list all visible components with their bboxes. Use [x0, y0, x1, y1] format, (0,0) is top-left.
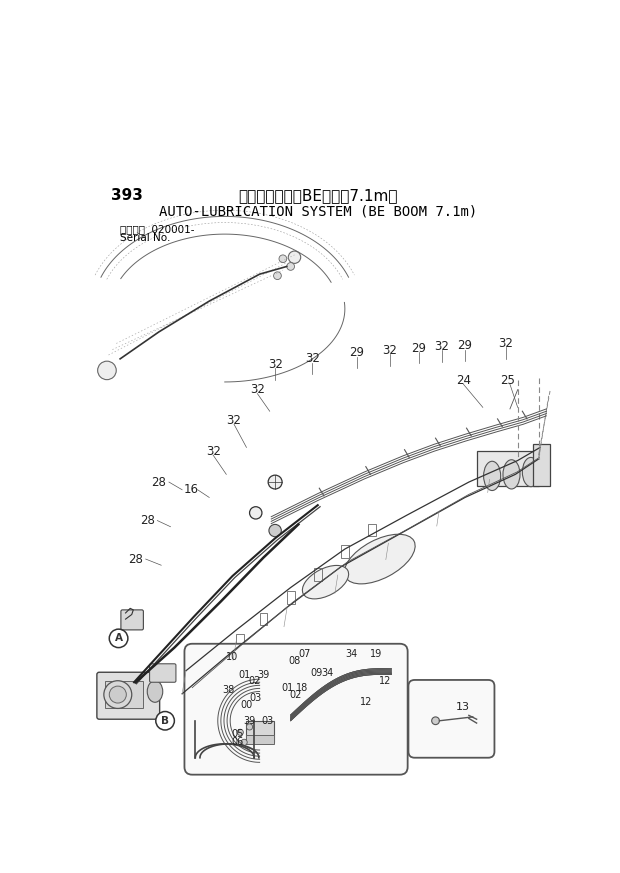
- FancyBboxPatch shape: [121, 610, 143, 630]
- FancyBboxPatch shape: [185, 643, 408, 774]
- Text: 28: 28: [140, 514, 154, 527]
- Bar: [286, 591, 294, 604]
- Text: 39: 39: [244, 716, 255, 725]
- Text: 06: 06: [232, 738, 244, 747]
- Circle shape: [268, 475, 282, 489]
- Circle shape: [279, 255, 286, 263]
- Bar: [247, 734, 273, 744]
- Text: 29: 29: [349, 347, 364, 359]
- Text: 自動給脂装置（BEブーム7.1m）: 自動給脂装置（BEブーム7.1m）: [238, 188, 397, 203]
- Circle shape: [109, 629, 128, 648]
- Text: 29: 29: [458, 340, 472, 353]
- Text: 03: 03: [250, 692, 262, 703]
- Circle shape: [237, 729, 243, 735]
- Circle shape: [249, 506, 262, 519]
- FancyBboxPatch shape: [149, 663, 176, 683]
- Text: 32: 32: [227, 414, 241, 427]
- Text: 01: 01: [281, 683, 294, 692]
- Text: 05: 05: [232, 729, 244, 739]
- Text: 393: 393: [111, 188, 143, 203]
- Text: 12: 12: [379, 676, 391, 685]
- Text: 08: 08: [288, 656, 301, 666]
- Circle shape: [97, 361, 117, 380]
- Bar: [314, 568, 322, 581]
- Ellipse shape: [148, 681, 162, 702]
- Text: 07: 07: [298, 649, 311, 659]
- Text: 34: 34: [345, 649, 357, 659]
- Circle shape: [286, 263, 294, 271]
- Bar: [368, 524, 376, 536]
- Text: 32: 32: [435, 340, 449, 353]
- Text: 32: 32: [383, 344, 397, 357]
- Circle shape: [247, 724, 253, 730]
- Text: 適用号機  020001-: 適用号機 020001-: [120, 224, 195, 234]
- Text: 32: 32: [268, 358, 283, 371]
- Circle shape: [104, 681, 131, 709]
- Ellipse shape: [484, 461, 501, 491]
- Text: 25: 25: [500, 374, 515, 387]
- Text: A: A: [115, 634, 123, 643]
- Text: 12: 12: [360, 697, 373, 706]
- Bar: [260, 613, 267, 625]
- Text: 01: 01: [238, 670, 250, 679]
- Text: 18: 18: [296, 684, 308, 693]
- Text: 02: 02: [248, 676, 260, 685]
- Text: 10: 10: [226, 652, 239, 662]
- Bar: [247, 721, 273, 742]
- Circle shape: [109, 686, 126, 703]
- Circle shape: [273, 272, 281, 279]
- Bar: [341, 546, 348, 558]
- Text: 24: 24: [456, 374, 471, 387]
- Circle shape: [241, 739, 247, 746]
- Text: 19: 19: [370, 649, 382, 659]
- Text: 32: 32: [250, 383, 265, 396]
- Text: 38: 38: [223, 685, 235, 695]
- Text: 13: 13: [456, 702, 470, 711]
- Text: 34: 34: [322, 668, 334, 678]
- Circle shape: [432, 717, 440, 725]
- Bar: [477, 451, 539, 486]
- Text: 32: 32: [498, 337, 513, 350]
- Text: Serial No.: Serial No.: [120, 233, 170, 244]
- Ellipse shape: [344, 534, 415, 584]
- Circle shape: [269, 525, 281, 537]
- Bar: [105, 681, 143, 708]
- Bar: [236, 634, 244, 646]
- Bar: [533, 443, 551, 486]
- Circle shape: [156, 711, 174, 730]
- Text: 09: 09: [310, 668, 322, 678]
- Ellipse shape: [503, 460, 520, 489]
- Circle shape: [288, 251, 301, 264]
- Text: B: B: [161, 716, 169, 725]
- Text: 16: 16: [184, 484, 199, 496]
- Text: 28: 28: [151, 476, 166, 489]
- Text: 02: 02: [289, 690, 301, 699]
- Text: 28: 28: [128, 553, 143, 566]
- Text: 32: 32: [206, 444, 221, 457]
- FancyBboxPatch shape: [97, 672, 160, 719]
- Text: 03: 03: [261, 716, 273, 725]
- Ellipse shape: [522, 457, 539, 486]
- Ellipse shape: [303, 566, 348, 599]
- FancyBboxPatch shape: [409, 680, 495, 758]
- Text: 00: 00: [241, 700, 252, 711]
- Text: 29: 29: [411, 341, 426, 354]
- Text: AUTO-LUBRICATION SYSTEM (BE BOOM 7.1m): AUTO-LUBRICATION SYSTEM (BE BOOM 7.1m): [159, 205, 477, 219]
- Text: 39: 39: [257, 670, 270, 679]
- Text: 32: 32: [305, 353, 320, 366]
